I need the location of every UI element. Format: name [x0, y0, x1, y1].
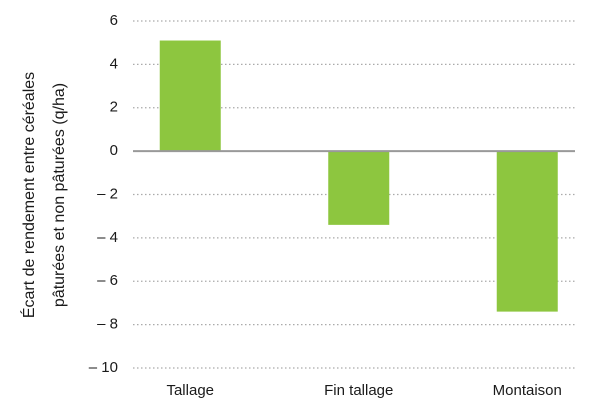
y-tick-label: – 2: [97, 185, 118, 202]
y-tick-label: – 8: [97, 316, 118, 333]
x-tick-label: Montaison: [493, 382, 562, 399]
y-axis-title: Écart de rendement entre céréales pâturé…: [19, 72, 68, 318]
y-tick-label: – 4: [97, 229, 118, 246]
bar: [328, 151, 390, 225]
y-tick-label: 2: [110, 99, 118, 116]
y-axis-title-line: pâturées et non pâturées (q/ha): [51, 83, 68, 307]
y-axis-title-line: Écart de rendement entre céréales: [19, 72, 38, 318]
bar: [159, 40, 221, 152]
y-tick-label: – 10: [89, 359, 118, 376]
y-tick-label: 6: [110, 12, 118, 29]
y-tick-label: 4: [110, 55, 118, 72]
y-tick-label: 0: [110, 142, 118, 159]
y-tick-label: – 6: [97, 272, 118, 289]
x-tick-label: Fin tallage: [324, 382, 393, 399]
bar: [496, 151, 558, 312]
x-tick-label: Tallage: [166, 382, 214, 399]
